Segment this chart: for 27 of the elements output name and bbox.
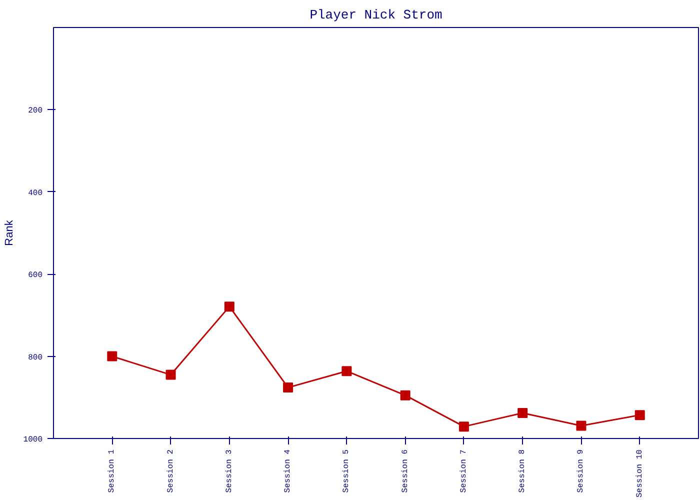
- y-tick-label: 400: [28, 188, 43, 198]
- x-tick-label: Session 9: [576, 449, 586, 493]
- x-tick-label: Session 6: [400, 449, 410, 493]
- point: [224, 302, 234, 312]
- x-tick-label: Session 1: [108, 449, 117, 493]
- x-tick-label: Session 7: [459, 449, 468, 493]
- point: [283, 382, 294, 393]
- point: [342, 366, 352, 376]
- point: [107, 351, 118, 362]
- point: [576, 420, 586, 431]
- x-tick-label: Session 2: [166, 449, 176, 493]
- chart-title: Player Nick Strom: [310, 8, 443, 22]
- point: [634, 410, 645, 420]
- y-tick-label: 200: [28, 106, 43, 116]
- point: [458, 422, 469, 432]
- y-axis-title: Rank: [3, 220, 16, 246]
- y-tick-label: 600: [28, 271, 43, 280]
- point: [400, 390, 410, 400]
- x-tick-label: Session 10: [635, 449, 644, 498]
- point: [518, 408, 528, 418]
- x-tick-label: Session 8: [518, 449, 528, 493]
- x-tick-label: Session 3: [224, 449, 234, 493]
- x-tick-label: Session 4: [284, 449, 293, 493]
- x-tick-label: Session 5: [342, 449, 352, 493]
- y-tick-label: 800: [28, 353, 43, 362]
- point: [166, 370, 176, 380]
- y-tick-label: 1000: [23, 436, 43, 444]
